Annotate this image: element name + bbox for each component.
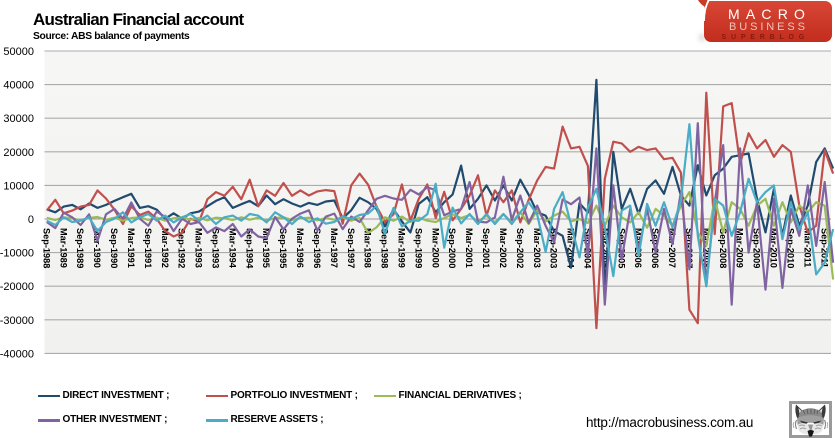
svg-text:Sep-2003: Sep-2003	[549, 228, 559, 268]
svg-text:Sep-2011: Sep-2011	[819, 228, 829, 268]
svg-text:Sep-2010: Sep-2010	[785, 228, 795, 268]
svg-text:Sep-2001: Sep-2001	[481, 228, 491, 268]
svg-text:30000: 30000	[3, 113, 34, 125]
svg-text:-30000: -30000	[0, 315, 34, 327]
svg-text:0: 0	[28, 214, 34, 226]
svg-text:-20000: -20000	[0, 281, 34, 293]
svg-text:Sep-2008: Sep-2008	[718, 228, 728, 268]
svg-text:Sep-1988: Sep-1988	[41, 228, 51, 268]
svg-text:Mar-2001: Mar-2001	[464, 228, 474, 268]
svg-text:Sep-1990: Sep-1990	[109, 228, 119, 268]
svg-text:Mar-1989: Mar-1989	[58, 228, 68, 268]
svg-text:Sep-1993: Sep-1993	[211, 228, 221, 268]
svg-text:Mar-1999: Mar-1999	[397, 228, 407, 268]
svg-text:Sep-1991: Sep-1991	[143, 228, 153, 268]
svg-text:Mar-2003: Mar-2003	[532, 228, 542, 268]
svg-text:Sep-2000: Sep-2000	[447, 228, 457, 268]
svg-text:Mar-2011: Mar-2011	[802, 228, 812, 267]
svg-text:Sep-2007: Sep-2007	[684, 228, 694, 268]
svg-text:Mar-2004: Mar-2004	[566, 228, 576, 269]
svg-text:10000: 10000	[3, 180, 34, 192]
svg-text:Sep-1989: Sep-1989	[75, 228, 85, 268]
svg-text:Mar-1998: Mar-1998	[363, 228, 373, 268]
svg-text:Mar-1995: Mar-1995	[261, 228, 271, 268]
svg-text:40000: 40000	[3, 80, 34, 92]
svg-text:Mar-1992: Mar-1992	[160, 228, 170, 268]
svg-text:Mar-2007: Mar-2007	[667, 228, 677, 268]
svg-text:Mar-2002: Mar-2002	[498, 228, 508, 268]
svg-text:Mar-1996: Mar-1996	[295, 228, 305, 268]
svg-text:Mar-1994: Mar-1994	[227, 228, 237, 269]
svg-text:Mar-1991: Mar-1991	[126, 228, 136, 268]
svg-text:Sep-1997: Sep-1997	[346, 228, 356, 268]
svg-text:Mar-2005: Mar-2005	[599, 228, 609, 268]
svg-text:Sep-1992: Sep-1992	[177, 228, 187, 268]
svg-text:Mar-2009: Mar-2009	[735, 228, 745, 268]
svg-text:50000: 50000	[3, 46, 34, 58]
svg-text:20000: 20000	[3, 147, 34, 159]
svg-text:Sep-1995: Sep-1995	[278, 228, 288, 268]
svg-text:Sep-2009: Sep-2009	[752, 228, 762, 268]
svg-text:-10000: -10000	[0, 248, 34, 260]
svg-text:Mar-1990: Mar-1990	[92, 228, 102, 268]
svg-text:Sep-1994: Sep-1994	[244, 228, 254, 269]
svg-text:Mar-2000: Mar-2000	[430, 228, 440, 268]
svg-text:Mar-2010: Mar-2010	[769, 228, 779, 268]
svg-text:Mar-1993: Mar-1993	[194, 228, 204, 268]
svg-text:Sep-2002: Sep-2002	[515, 228, 525, 268]
svg-text:Mar-1997: Mar-1997	[329, 228, 339, 268]
svg-text:-40000: -40000	[0, 348, 34, 360]
svg-text:Mar-2008: Mar-2008	[701, 228, 711, 268]
svg-text:Sep-1996: Sep-1996	[312, 228, 322, 268]
svg-text:Sep-1999: Sep-1999	[413, 228, 423, 268]
svg-text:Sep-1998: Sep-1998	[380, 228, 390, 268]
